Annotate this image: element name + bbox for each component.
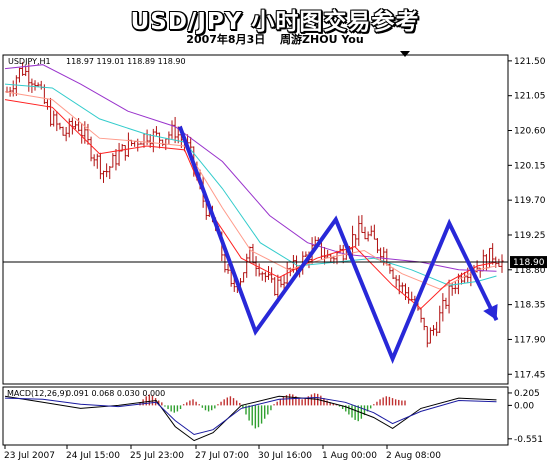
macd-label: MACD(12,26,9): [7, 389, 68, 398]
macd-axis-label: -0.551: [514, 435, 543, 445]
current-price-label: 118.90: [513, 258, 545, 268]
time-axis-label: 1 Aug 00:00: [322, 451, 377, 461]
macd-values: 0.091 0.068 0.030 0.000: [66, 389, 165, 398]
zigzag-pattern: [178, 125, 499, 365]
time-axis-label: 27 Jul 07:00: [195, 451, 249, 461]
time-axis-label: 24 Jul 15:00: [66, 451, 120, 461]
page-subtitle: 2007年8月3日 周游ZHOU You: [186, 33, 364, 46]
zigzag-arrowhead: [483, 304, 498, 321]
time-axis-label: 25 Jul 23:00: [130, 451, 184, 461]
ohlc-readout: 118.97 119.01 118.89 118.90: [66, 57, 186, 66]
moving-average-fast: [4, 99, 497, 310]
price-axis-label: 119.25: [514, 231, 546, 241]
price-axis-label: 121.50: [514, 57, 546, 67]
time-axis-label: 30 Jul 16:00: [258, 451, 312, 461]
macd-axis-label: 0.205: [514, 389, 540, 399]
time-axis-label: 23 Jul 2007: [4, 451, 55, 461]
scroll-marker-icon[interactable]: [400, 51, 410, 57]
price-axis-label: 117.90: [514, 335, 546, 345]
symbol-label: USDJPY,H1: [8, 57, 51, 66]
time-axis-label: 2 Aug 08:00: [386, 451, 441, 461]
axis-layer: 121.50 121.05 120.60 120.15 119.70 119.25 118.…: [4, 57, 547, 461]
price-axis-label: 121.05: [514, 92, 546, 102]
page-title: USD/JPY 小时图交易参考: [130, 9, 420, 35]
current-price-box: [510, 256, 547, 269]
price-layer: [3, 62, 508, 365]
macd-signal-line: [4, 396, 497, 436]
macd-axis-label: 0.00: [514, 401, 534, 411]
macd-panel-frame: [2, 386, 509, 446]
moving-average-mid: [4, 91, 497, 290]
moving-average-cyan: [4, 83, 497, 286]
price-axis-label: 117.45: [514, 370, 546, 380]
price-axis-label: 119.70: [514, 196, 546, 206]
price-axis-label: 120.60: [514, 127, 546, 137]
price-axis-label: 118.80: [514, 266, 546, 276]
macd-line: [4, 395, 497, 442]
macd-layer: [4, 393, 497, 442]
price-axis-label: 120.15: [514, 161, 546, 171]
price-axis-label: 118.35: [514, 301, 546, 311]
